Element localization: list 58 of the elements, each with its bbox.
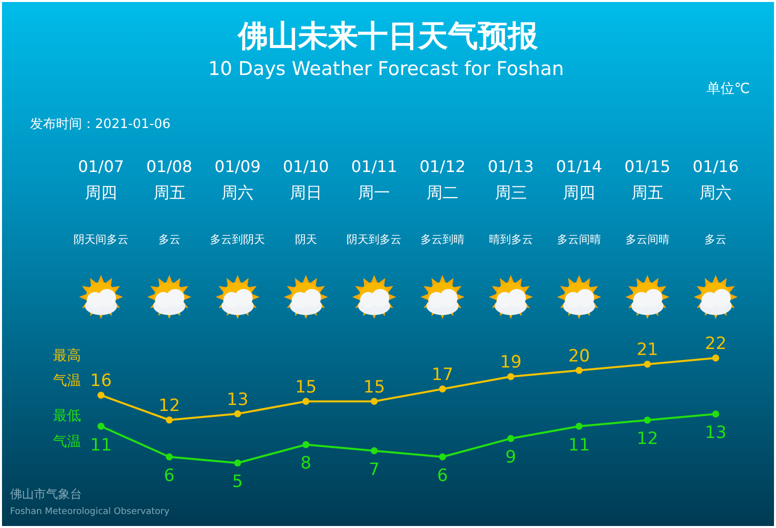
chart-subtitle: 10 Days Weather Forecast for Foshan <box>208 58 564 80</box>
category-label: 01/11周一阴天到多云 <box>346 157 402 246</box>
point <box>98 422 104 430</box>
point <box>302 441 310 448</box>
data-label: 13 <box>226 390 248 410</box>
point <box>439 453 446 460</box>
point <box>644 360 651 368</box>
data-label: 19 <box>500 352 522 373</box>
text: 单位℃ <box>706 81 750 97</box>
point <box>166 416 173 424</box>
data-label: 6 <box>437 466 448 486</box>
point <box>439 386 446 392</box>
data-label: 12 <box>158 396 180 416</box>
data-label: 11 <box>568 435 590 456</box>
data-label: 15 <box>363 377 386 398</box>
point <box>576 366 583 374</box>
data-label: 12 <box>636 429 658 450</box>
data-label: 21 <box>636 340 658 360</box>
data-label: 5 <box>232 472 244 492</box>
point <box>712 354 720 362</box>
text: Foshan Meteorological Observatory <box>10 507 170 517</box>
category-label: 01/16周六多云 <box>692 157 739 246</box>
data-label: 15 <box>295 377 317 398</box>
data-label: 6 <box>164 466 175 486</box>
text: 佛山市气象台 <box>10 487 82 501</box>
category-label: 01/10周日阴天 <box>282 157 329 246</box>
point <box>370 398 378 405</box>
category-label: 01/07周四阴天间多云 <box>74 157 128 246</box>
data-label: 9 <box>505 448 516 468</box>
data-label: 17 <box>432 365 454 385</box>
data-label: 7 <box>368 460 380 480</box>
category-label: 01/15周五多云间晴 <box>624 157 670 246</box>
data-label: 8 <box>300 454 312 474</box>
data-label: 20 <box>568 346 590 366</box>
point <box>712 410 720 418</box>
category-label: 01/14周四多云间晴 <box>556 157 602 246</box>
data-label: 13 <box>704 423 727 443</box>
point <box>370 447 378 454</box>
point <box>166 453 173 460</box>
data-label: 16 <box>90 371 112 392</box>
category-label: 01/08周五多云 <box>146 157 192 246</box>
category-label: 01/09周六多云到阴天 <box>210 157 266 246</box>
point <box>234 460 242 466</box>
point <box>302 398 310 405</box>
data-label: 11 <box>90 435 112 456</box>
point <box>98 392 104 399</box>
data-label: 22 <box>704 334 727 354</box>
point <box>507 373 514 380</box>
chart-title: 佛山未来十日天气预报 <box>237 19 539 54</box>
point <box>507 435 514 442</box>
text: 发布时间：2021-01-06 <box>30 117 171 132</box>
category-label: 01/13周三晴到多云 <box>488 157 534 246</box>
series-label: 最高气温 <box>53 348 81 389</box>
point <box>644 416 651 424</box>
point <box>234 410 242 418</box>
series-label: 最低气温 <box>53 408 81 450</box>
category-label: 01/12周二多云到晴 <box>419 157 466 246</box>
point <box>576 422 583 430</box>
